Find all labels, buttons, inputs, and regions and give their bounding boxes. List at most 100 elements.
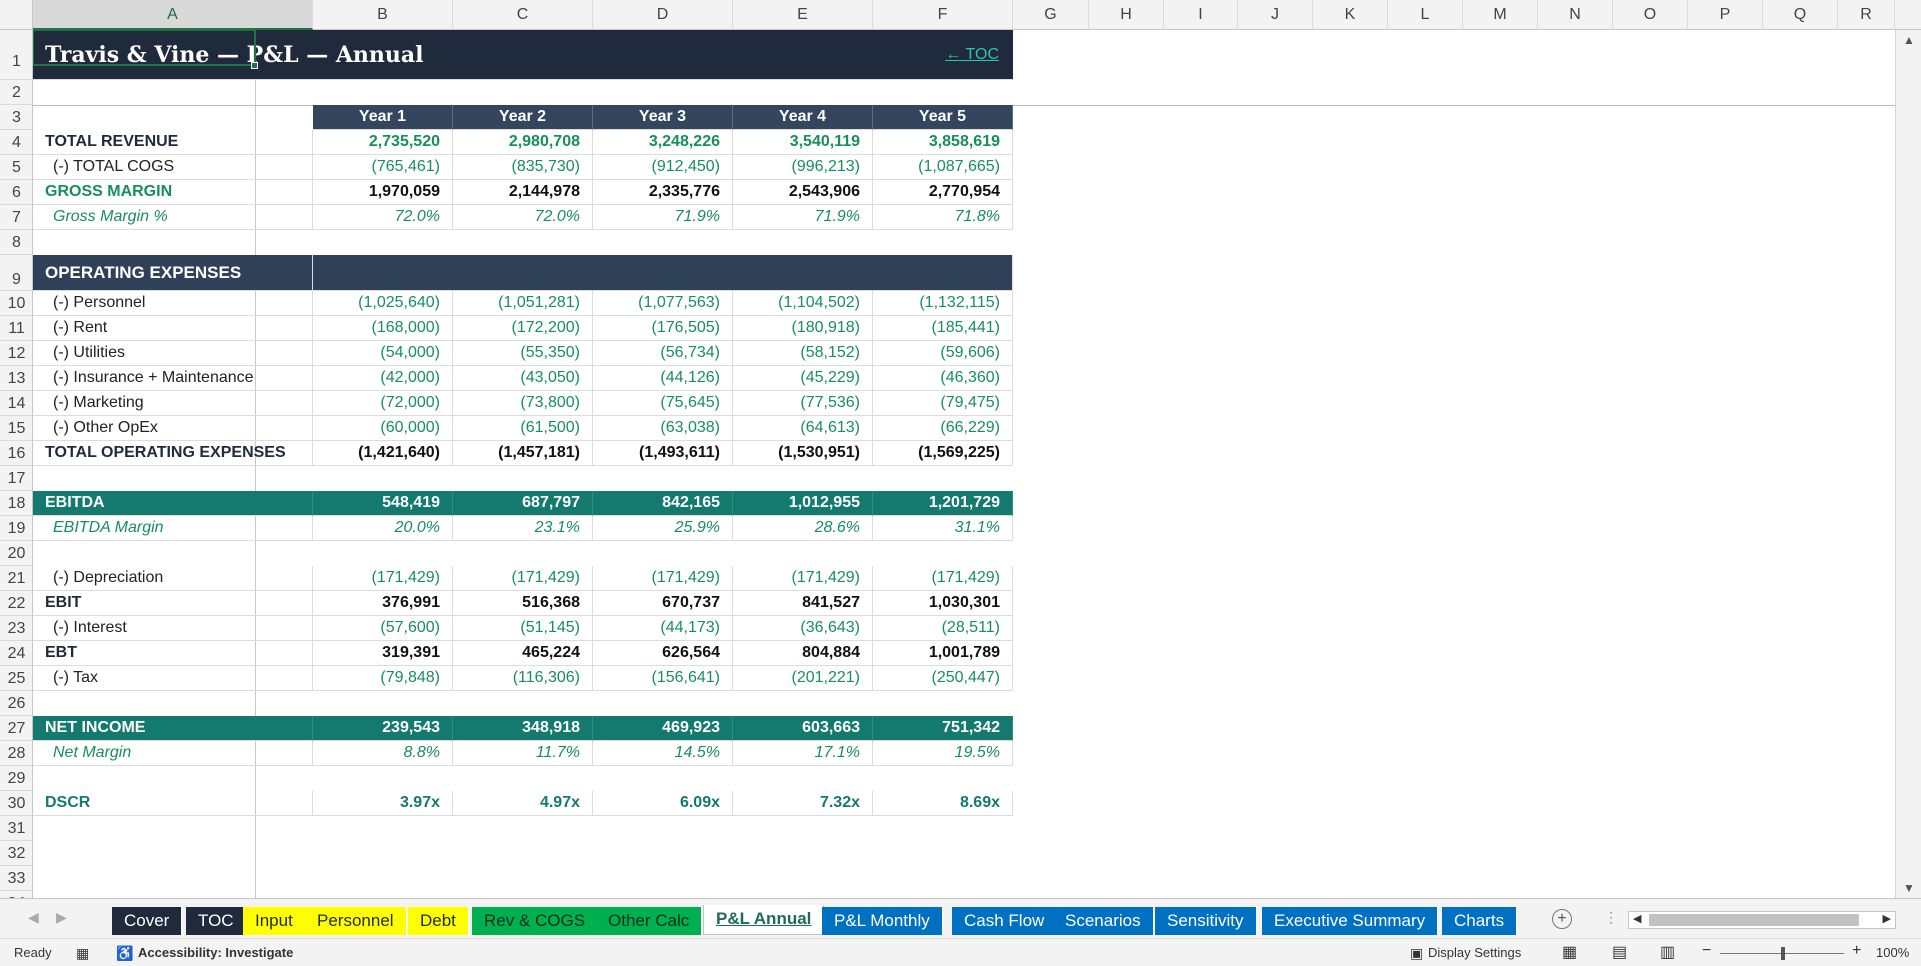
gross-margin-value[interactable]: 2,335,776 — [593, 180, 733, 205]
net-margin-value[interactable]: 11.7% — [453, 741, 593, 766]
rent-value[interactable]: (172,200) — [453, 316, 593, 341]
ebitda-value[interactable]: 842,165 — [593, 491, 733, 516]
tax-value[interactable]: (201,221) — [733, 666, 873, 691]
column-header-j[interactable]: J — [1238, 0, 1313, 30]
sheet-tab-charts[interactable]: Charts — [1442, 907, 1518, 935]
total-revenue-label[interactable]: TOTAL REVENUE — [33, 130, 313, 155]
column-header-d[interactable]: D — [593, 0, 733, 30]
row-header-9[interactable]: 9 — [0, 255, 32, 291]
tax-value[interactable]: (79,848) — [313, 666, 453, 691]
total-revenue-value[interactable]: 3,858,619 — [873, 130, 1013, 155]
row-header-11[interactable]: 11 — [0, 316, 32, 341]
gross-margin-pct-value[interactable]: 71.8% — [873, 205, 1013, 230]
personnel-value[interactable]: (1,077,563) — [593, 291, 733, 316]
scroll-down-icon[interactable]: ▼ — [1903, 881, 1915, 895]
ebitda-value[interactable]: 1,012,955 — [733, 491, 873, 516]
normal-view-icon[interactable]: ▦ — [1562, 944, 1578, 961]
row-header-8[interactable]: 8 — [0, 230, 32, 255]
rent-value[interactable]: (185,441) — [873, 316, 1013, 341]
gross-margin-pct-value[interactable]: 71.9% — [593, 205, 733, 230]
ebit-label[interactable]: EBIT — [33, 591, 313, 616]
rent-value[interactable]: (180,918) — [733, 316, 873, 341]
tax-label[interactable]: (-) Tax — [33, 666, 313, 691]
marketing-value[interactable]: (73,800) — [453, 391, 593, 416]
utilities-value[interactable]: (54,000) — [313, 341, 453, 366]
total-revenue-value[interactable]: 2,735,520 — [313, 130, 453, 155]
marketing-value[interactable]: (77,536) — [733, 391, 873, 416]
row-header-26[interactable]: 26 — [0, 691, 32, 716]
interest-value[interactable]: (28,511) — [873, 616, 1013, 641]
row-header-33[interactable]: 33 — [0, 866, 32, 891]
column-header-q[interactable]: Q — [1763, 0, 1838, 30]
column-header-b[interactable]: B — [313, 0, 453, 30]
sheet-tab-scenarios[interactable]: Scenarios — [1053, 907, 1154, 935]
insurance-value[interactable]: (42,000) — [313, 366, 453, 391]
depreciation-value[interactable]: (171,429) — [593, 566, 733, 591]
other-opex-value[interactable]: (63,038) — [593, 416, 733, 441]
gross-margin-pct-label[interactable]: Gross Margin % — [33, 205, 313, 230]
marketing-value[interactable]: (72,000) — [313, 391, 453, 416]
total-revenue-value[interactable]: 3,540,119 — [733, 130, 873, 155]
page-layout-icon[interactable]: ▤ — [1612, 944, 1628, 961]
gross-margin-value[interactable]: 2,144,978 — [453, 180, 593, 205]
column-header-h[interactable]: H — [1089, 0, 1164, 30]
ebit-value[interactable]: 841,527 — [733, 591, 873, 616]
gross-margin-pct-value[interactable]: 72.0% — [313, 205, 453, 230]
total-cogs-value[interactable]: (996,213) — [733, 155, 873, 180]
tax-value[interactable]: (156,641) — [593, 666, 733, 691]
row-header-25[interactable]: 25 — [0, 666, 32, 691]
gross-margin-value[interactable]: 1,970,059 — [313, 180, 453, 205]
horizontal-scrollbar[interactable]: ◀ ▶ — [1628, 911, 1896, 929]
row-header-28[interactable]: 28 — [0, 741, 32, 766]
total-opex-value[interactable]: (1,569,225) — [873, 441, 1013, 466]
ebitda-margin-label[interactable]: EBITDA Margin — [33, 516, 313, 541]
row-header-13[interactable]: 13 — [0, 366, 32, 391]
dscr-value[interactable]: 8.69x — [873, 791, 1013, 816]
row-header-16[interactable]: 16 — [0, 441, 32, 466]
scroll-up-icon[interactable]: ▲ — [1903, 33, 1915, 47]
interest-value[interactable]: (44,173) — [593, 616, 733, 641]
insurance-value[interactable]: (45,229) — [733, 366, 873, 391]
other-opex-value[interactable]: (64,613) — [733, 416, 873, 441]
ebitda-value[interactable]: 548,419 — [313, 491, 453, 516]
row-header-15[interactable]: 15 — [0, 416, 32, 441]
year-header[interactable]: Year 5 — [873, 105, 1013, 130]
row-header-27[interactable]: 27 — [0, 716, 32, 741]
ebit-value[interactable]: 516,368 — [453, 591, 593, 616]
column-header-n[interactable]: N — [1538, 0, 1613, 30]
vertical-scrollbar[interactable]: ▲ ▼ — [1895, 30, 1921, 898]
utilities-value[interactable]: (56,734) — [593, 341, 733, 366]
total-cogs-value[interactable]: (765,461) — [313, 155, 453, 180]
personnel-value[interactable]: (1,132,115) — [873, 291, 1013, 316]
ebt-value[interactable]: 804,884 — [733, 641, 873, 666]
rent-value[interactable]: (168,000) — [313, 316, 453, 341]
column-header-g[interactable]: G — [1013, 0, 1089, 30]
row-header-21[interactable]: 21 — [0, 566, 32, 591]
net-income-value[interactable]: 348,918 — [453, 716, 593, 741]
row-header-4[interactable]: 4 — [0, 130, 32, 155]
column-header-c[interactable]: C — [453, 0, 593, 30]
column-header-e[interactable]: E — [733, 0, 873, 30]
total-cogs-label[interactable]: (-) TOTAL COGS — [33, 155, 313, 180]
row-header-23[interactable]: 23 — [0, 616, 32, 641]
year-header[interactable]: Year 1 — [313, 105, 453, 130]
rent-value[interactable]: (176,505) — [593, 316, 733, 341]
accessibility-status[interactable]: Accessibility: Investigate — [138, 945, 294, 960]
scroll-left-icon[interactable]: ◀ — [1633, 913, 1642, 925]
scroll-right-icon[interactable]: ▶ — [1882, 913, 1891, 925]
macro-record-icon[interactable]: ▦ — [76, 945, 90, 961]
row-header-10[interactable]: 10 — [0, 291, 32, 316]
row-header-24[interactable]: 24 — [0, 641, 32, 666]
gross-margin-value[interactable]: 2,770,954 — [873, 180, 1013, 205]
zoom-level[interactable]: 100% — [1876, 945, 1910, 960]
year-header[interactable]: Year 4 — [733, 105, 873, 130]
interest-value[interactable]: (36,643) — [733, 616, 873, 641]
gross-margin-value[interactable]: 2,543,906 — [733, 180, 873, 205]
ebitda-margin-value[interactable]: 25.9% — [593, 516, 733, 541]
ebit-value[interactable]: 670,737 — [593, 591, 733, 616]
interest-value[interactable]: (51,145) — [453, 616, 593, 641]
total-opex-value[interactable]: (1,421,640) — [313, 441, 453, 466]
column-header-m[interactable]: M — [1463, 0, 1538, 30]
sheet-tab-rev-cogs[interactable]: Rev & COGS — [472, 907, 599, 935]
